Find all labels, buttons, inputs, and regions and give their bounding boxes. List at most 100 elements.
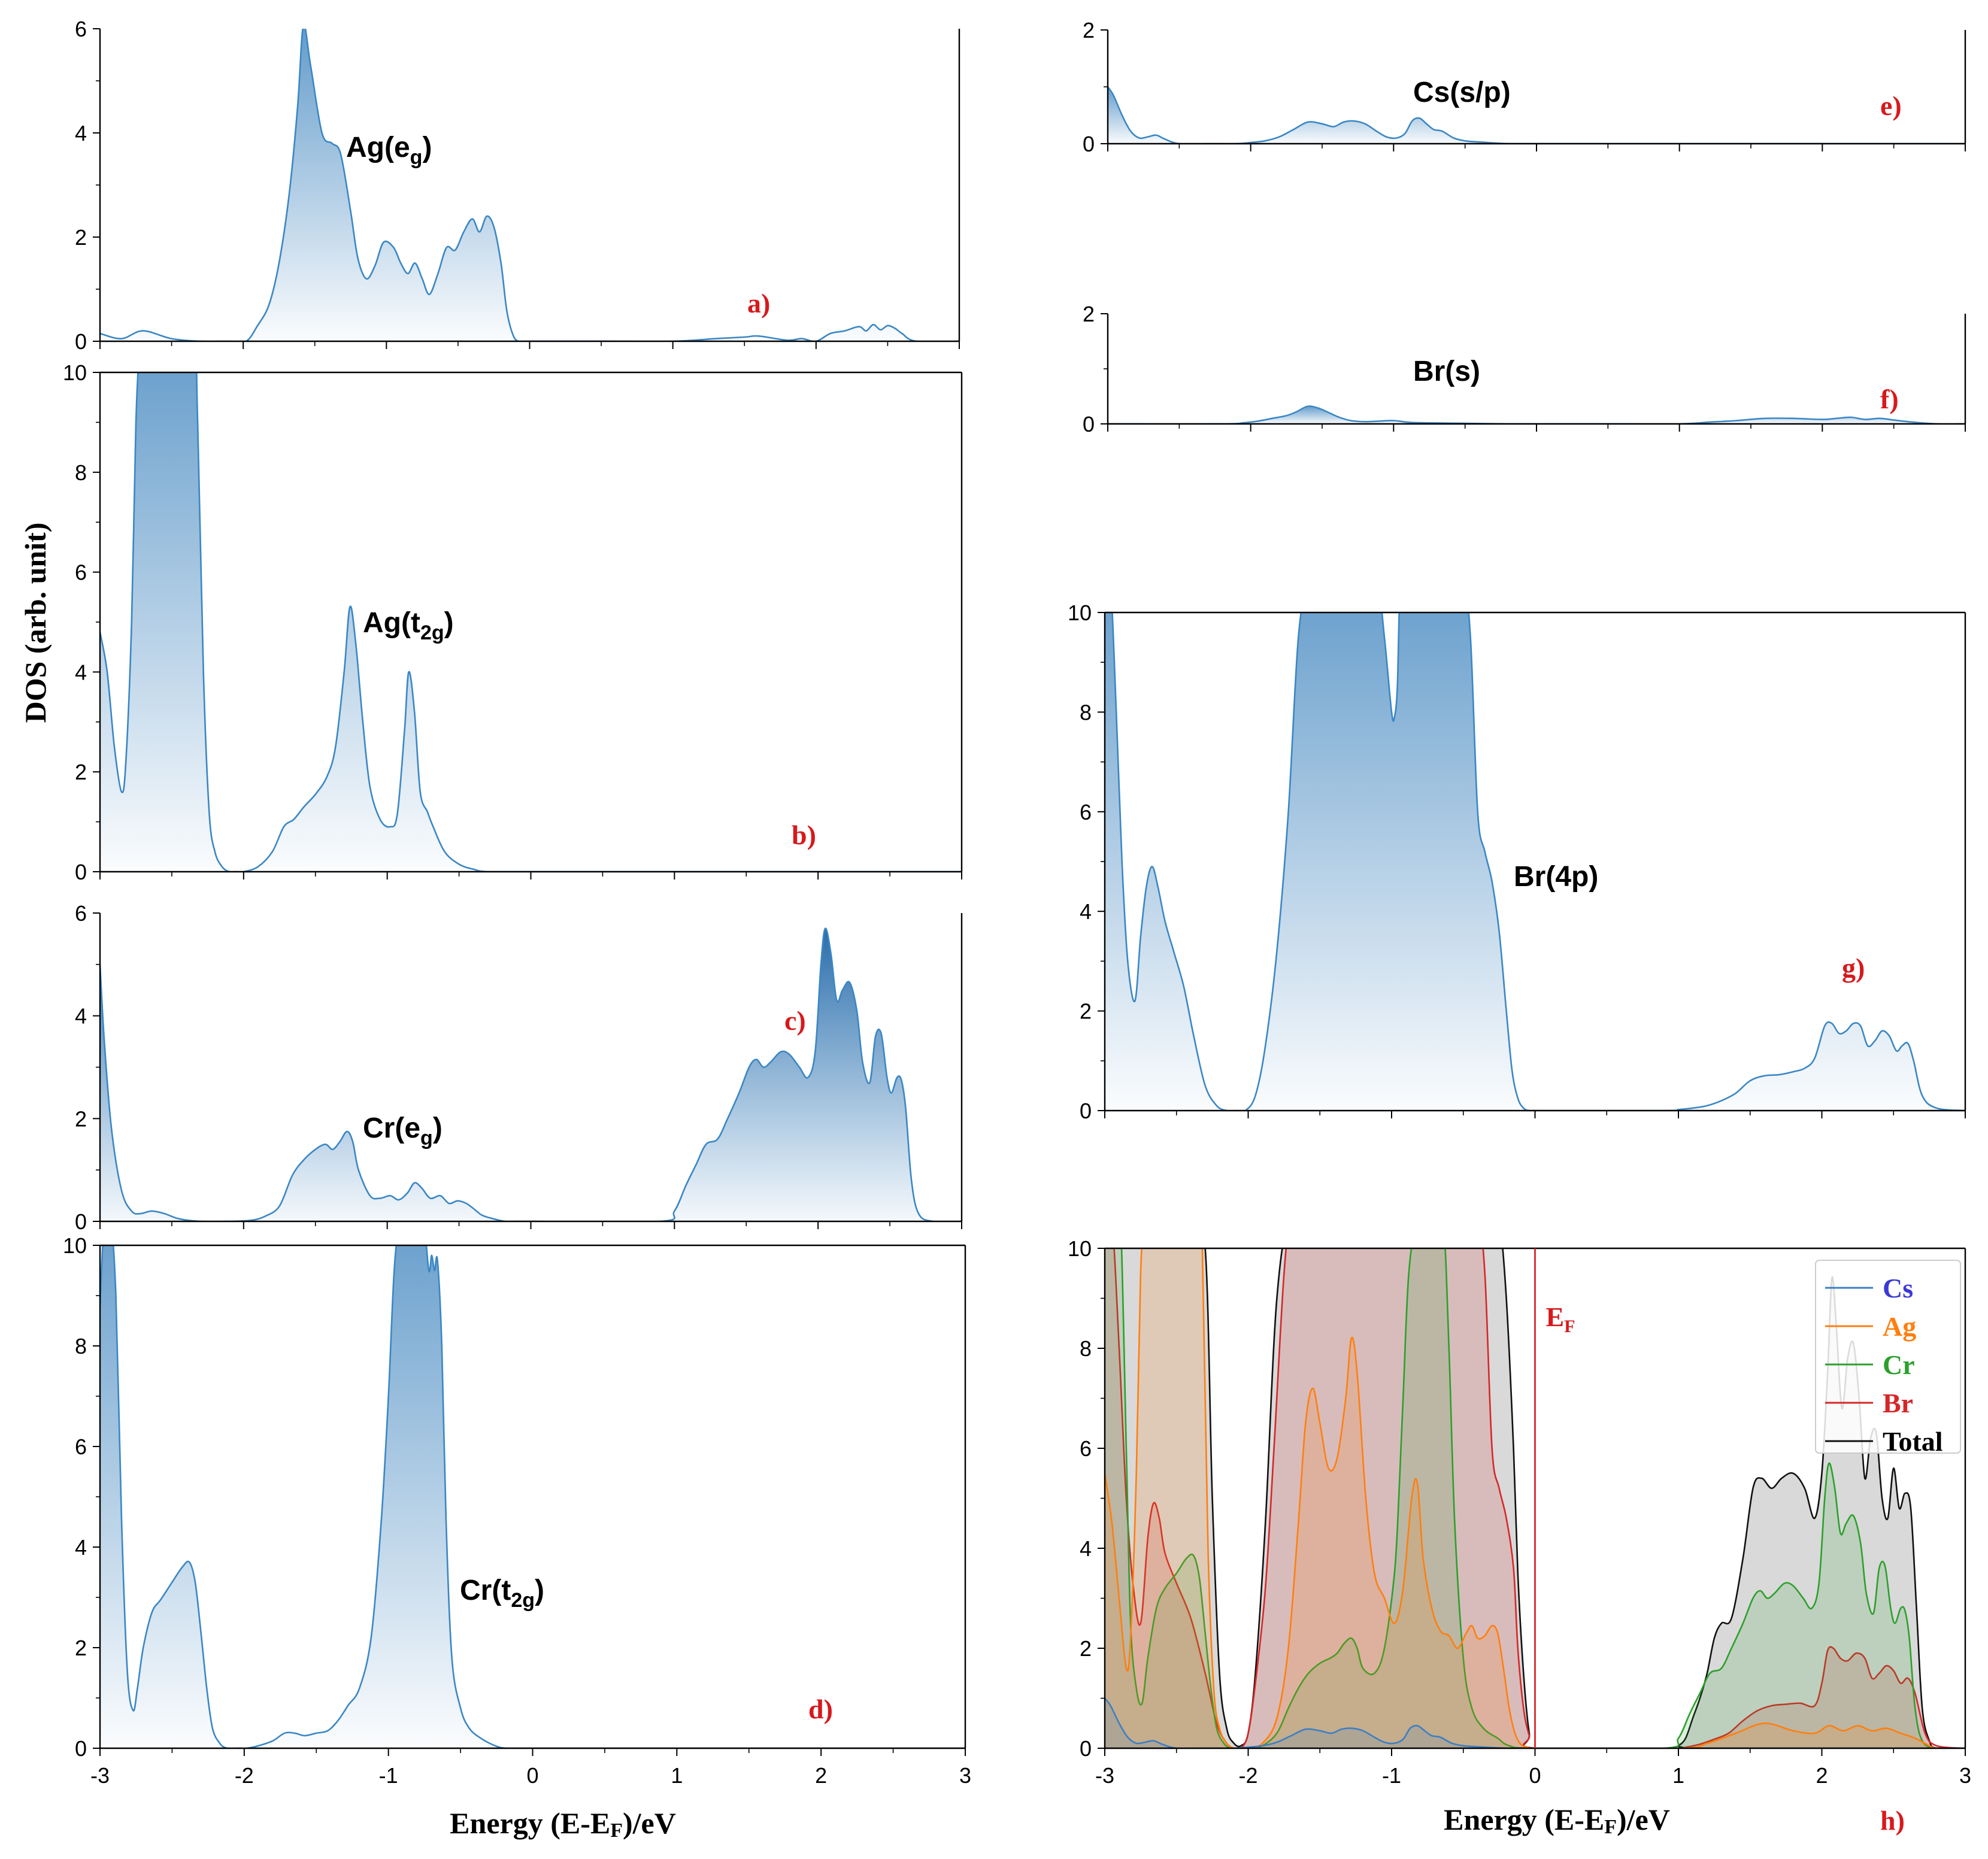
y-tick-label: 4 xyxy=(1080,899,1092,924)
dos-b-area xyxy=(100,372,962,872)
y-tick-label: 0 xyxy=(75,329,87,354)
dos-a-line xyxy=(100,29,959,341)
panel-tag: f) xyxy=(1880,384,1899,414)
legend-label-cr: Cr xyxy=(1883,1349,1915,1380)
y-tick-label: 6 xyxy=(1080,1436,1092,1461)
y-tick-label: 0 xyxy=(1083,132,1095,156)
y-tick-label: 10 xyxy=(63,360,87,385)
panel-tag: h) xyxy=(1880,1805,1905,1836)
panel-c-cr-eg: 0 2 4 6 Cr(eg) c) xyxy=(75,901,963,1234)
plot-area xyxy=(100,927,962,1221)
y-tick-label: 2 xyxy=(1080,1636,1092,1661)
y-tick-label: 0 xyxy=(1083,412,1095,436)
panel-tag: c) xyxy=(784,1005,806,1036)
plot-area xyxy=(100,1245,965,1748)
y-tick-label: 6 xyxy=(75,901,87,926)
y-tick-label: 4 xyxy=(75,121,87,145)
panel-g-br-4p: 0 2 4 6 8 10 Br(4p) g) xyxy=(1068,601,1966,1123)
y-tick-label: 2 xyxy=(75,760,87,784)
series-br-line xyxy=(1113,1248,1965,1748)
plot-area xyxy=(1108,86,1965,144)
dos-f-area xyxy=(1108,406,1965,424)
dos-d-area xyxy=(100,1245,965,1748)
x-tick-label: -2 xyxy=(1238,1763,1257,1788)
y-axis-label: DOS (arb. unit) xyxy=(19,523,52,723)
y-tick-label: 8 xyxy=(75,1334,87,1358)
y-tick-label: 8 xyxy=(1080,1336,1092,1361)
series-cs-area xyxy=(1105,1698,1965,1748)
x-axis-label-right: Energy (E-EF)/eV xyxy=(1444,1803,1670,1838)
legend: Cs Ag Cr Br Total xyxy=(1815,1260,1961,1457)
orbital-label: Cr(eg) xyxy=(363,1112,443,1150)
x-tick-label: -2 xyxy=(235,1763,254,1788)
panel-b-ag-t2g: 0 2 4 6 8 10 Ag(t2g) b) xyxy=(63,360,963,884)
panel-e-cs-sp: 0 2 Cs(s/p) e) xyxy=(1083,18,1966,156)
y-tick-label: 8 xyxy=(75,460,87,485)
x-tick-label: 0 xyxy=(1529,1763,1541,1788)
x-tick-label: -3 xyxy=(1095,1763,1114,1788)
orbital-label: Cs(s/p) xyxy=(1413,77,1511,108)
y-tick-label: 0 xyxy=(75,1736,87,1761)
fermi-label: EF xyxy=(1546,1302,1575,1336)
y-tick-label: 0 xyxy=(1080,1736,1092,1761)
series-br-area xyxy=(1105,1248,1965,1748)
series-cs-line xyxy=(1105,1697,1965,1748)
y-tick-label: 10 xyxy=(1068,601,1092,625)
plot-area xyxy=(1105,612,1965,1111)
y-tick-label: 4 xyxy=(1080,1536,1092,1561)
x-tick-label: 0 xyxy=(526,1763,538,1788)
y-tick-label: 6 xyxy=(75,17,87,41)
series-cr-area xyxy=(1105,1248,1965,1748)
y-tick-label: 4 xyxy=(75,660,87,684)
series-ag-area xyxy=(1105,1248,1965,1748)
y-tick-label: 2 xyxy=(1083,18,1095,43)
legend-label-br: Br xyxy=(1883,1388,1913,1418)
dos-g-area xyxy=(1105,612,1965,1111)
plot-area xyxy=(100,29,959,341)
y-tick-label: 6 xyxy=(75,560,87,585)
orbital-label: Ag(eg) xyxy=(346,132,432,169)
orbital-label: Br(4p) xyxy=(1514,861,1598,893)
legend-box xyxy=(1815,1260,1961,1454)
y-tick-label: 4 xyxy=(75,1535,87,1560)
y-tick-label: 2 xyxy=(75,1636,87,1660)
panel-tag: g) xyxy=(1842,953,1865,983)
legend-label-cs: Cs xyxy=(1883,1273,1913,1303)
y-tick-label: 2 xyxy=(1083,302,1095,326)
x-tick-label: -3 xyxy=(90,1763,110,1788)
panel-d-cr-t2g: 0 2 4 6 8 10 -3 -2 -1 0 1 2 3 Cr(t2g) d) xyxy=(63,1233,971,1788)
y-tick-label: 2 xyxy=(1080,999,1092,1024)
x-tick-label: 1 xyxy=(671,1763,683,1788)
dos-d-line xyxy=(100,1245,965,1748)
plot-area xyxy=(100,372,962,872)
dos-b-line xyxy=(100,372,962,872)
y-tick-label: 4 xyxy=(75,1004,87,1029)
dos-c-area xyxy=(100,928,962,1221)
orbital-label: Br(s) xyxy=(1413,356,1480,387)
series-ag-line xyxy=(1105,1248,1965,1748)
dos-e-area xyxy=(1108,87,1965,144)
dos-a-area xyxy=(100,29,959,341)
panel-tag: b) xyxy=(792,820,816,850)
panel-a-ag-eg: 0 2 4 6 Ag(eg) a) xyxy=(75,17,960,354)
plot-area xyxy=(1105,1248,1965,1748)
panel-f-br-s: 0 2 Br(s) f) xyxy=(1083,302,1966,436)
x-tick-label: 1 xyxy=(1672,1763,1684,1788)
dos-e-line xyxy=(1108,86,1965,144)
panel-tag: d) xyxy=(808,1694,833,1724)
panel-tag: e) xyxy=(1880,90,1902,121)
panel-tag: a) xyxy=(747,288,770,319)
dos-g-line xyxy=(1111,612,1965,1111)
y-tick-label: 6 xyxy=(1080,800,1092,824)
x-axis-label-left: Energy (E-EF)/eV xyxy=(450,1806,676,1842)
y-tick-label: 10 xyxy=(1068,1236,1092,1261)
y-tick-label: 2 xyxy=(75,1106,87,1131)
x-tick-label: 3 xyxy=(959,1763,971,1788)
orbital-label: Cr(t2g) xyxy=(460,1575,544,1612)
series-total-area xyxy=(1105,1248,1965,1748)
x-tick-label: 3 xyxy=(1959,1763,1971,1788)
x-tick-label: -1 xyxy=(379,1763,398,1788)
legend-label-ag: Ag xyxy=(1883,1311,1916,1342)
plot-area xyxy=(1108,405,1965,424)
